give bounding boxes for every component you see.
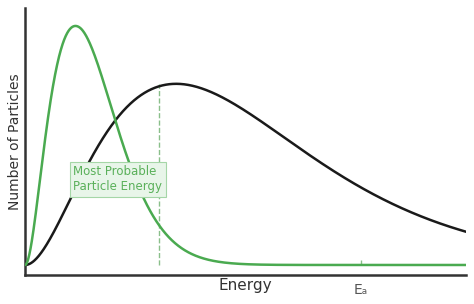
Y-axis label: Number of Particles: Number of Particles [9, 73, 22, 210]
X-axis label: Energy: Energy [219, 278, 272, 293]
Text: Most Probable
Particle Energy: Most Probable Particle Energy [73, 165, 163, 193]
Text: Eₐ: Eₐ [354, 283, 368, 297]
